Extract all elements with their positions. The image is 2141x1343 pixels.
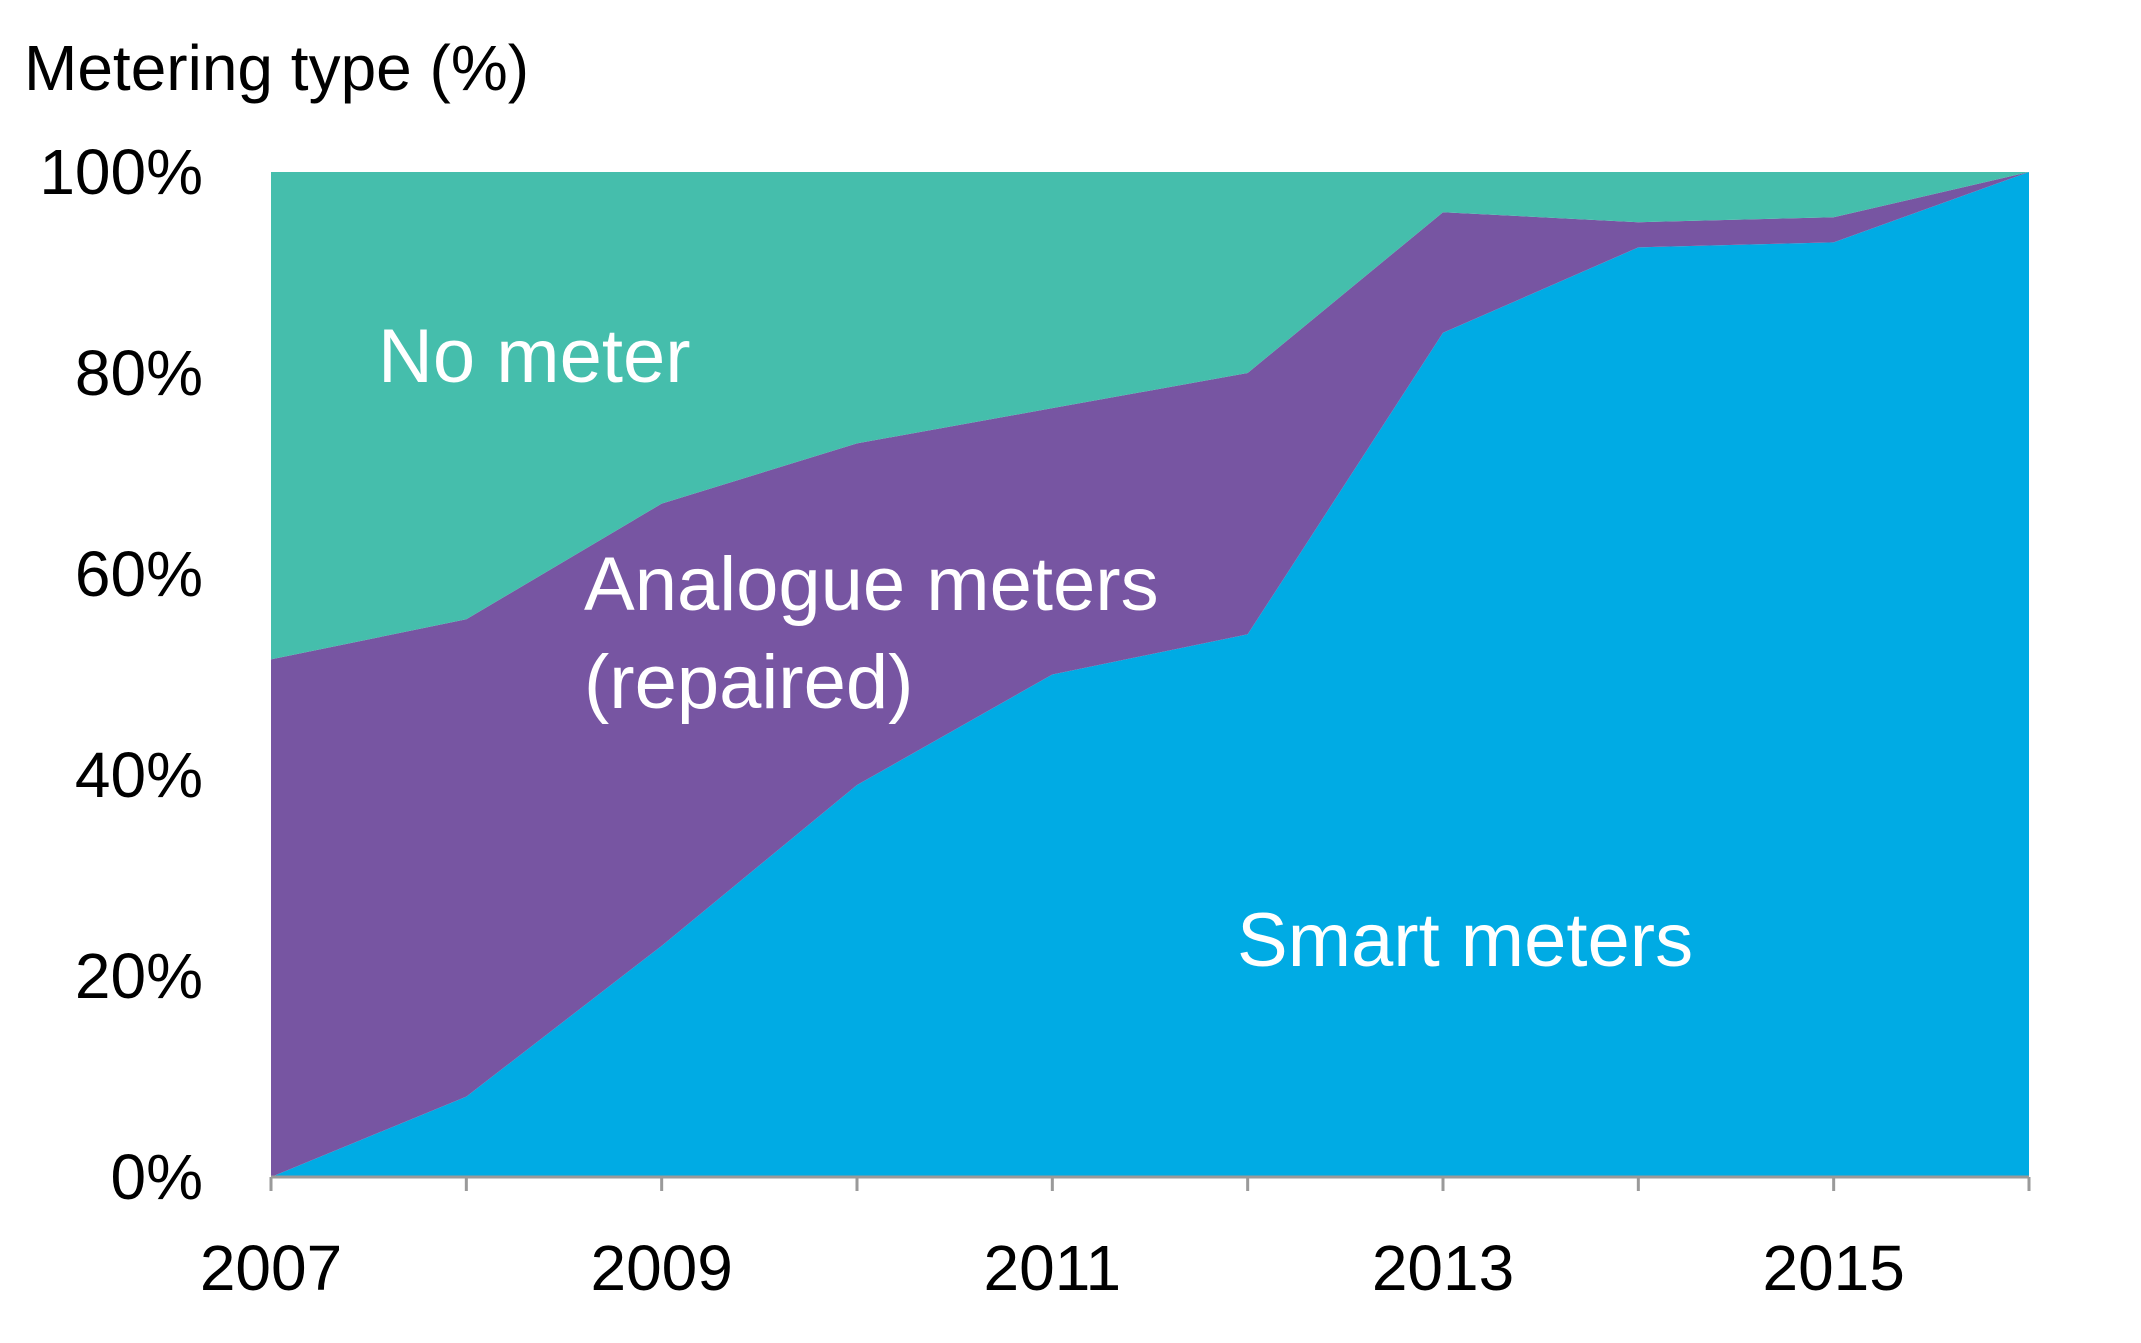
area-label-analogue-meters-repaired-line-1: Analogue meters bbox=[584, 542, 1159, 627]
area-label-no-meter: No meter bbox=[378, 314, 691, 399]
area-label-smart-meters: Smart meters bbox=[1237, 898, 1693, 983]
y-axis-title: Metering type (%) bbox=[24, 32, 529, 104]
y-tick-label: 0% bbox=[111, 1141, 204, 1213]
area-label-analogue-meters-repaired-line-2: (repaired) bbox=[584, 640, 913, 725]
y-tick-label: 100% bbox=[39, 136, 203, 208]
x-tick-label: 2013 bbox=[1372, 1232, 1514, 1304]
x-tick-label: 2011 bbox=[984, 1232, 1122, 1304]
y-tick-label: 60% bbox=[75, 538, 203, 610]
y-tick-label: 20% bbox=[75, 940, 203, 1012]
x-tick-label: 2009 bbox=[590, 1232, 732, 1304]
area-smart-meters bbox=[271, 172, 2029, 1177]
y-axis: 0% 20% 40% 60% 80% 100% bbox=[39, 136, 203, 1213]
x-tick-label: 2007 bbox=[200, 1232, 342, 1304]
y-tick-label: 40% bbox=[75, 739, 203, 811]
x-tick-label: 2015 bbox=[1762, 1232, 1904, 1304]
area-analogue-meters-repaired bbox=[271, 172, 2029, 1177]
area-labels-group: No meter Analogue meters (repaired) Smart m… bbox=[378, 314, 1693, 983]
x-axis: 2007 2009 2011 2013 2015 bbox=[200, 1175, 2031, 1304]
y-tick-label: 80% bbox=[75, 337, 203, 409]
area-no-meter bbox=[271, 172, 2029, 660]
area-series-group bbox=[271, 172, 2029, 1177]
